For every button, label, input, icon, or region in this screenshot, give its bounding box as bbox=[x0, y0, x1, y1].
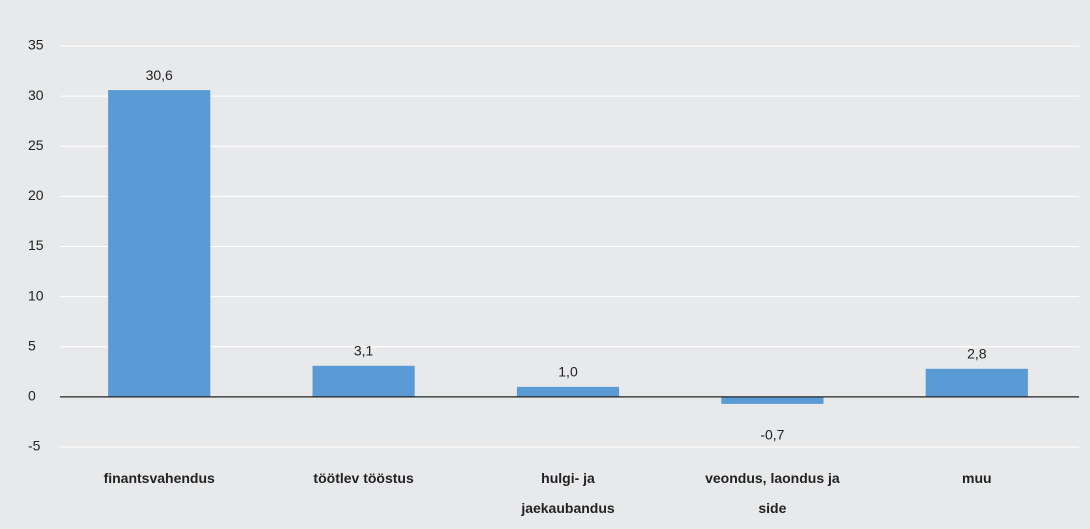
bar bbox=[516, 386, 620, 397]
y-tick-label: -5 bbox=[28, 438, 41, 454]
x-tick-label: finantsvahendus bbox=[103, 470, 215, 486]
data-label: 3,1 bbox=[354, 343, 374, 359]
bar bbox=[312, 365, 415, 397]
y-tick-label: 5 bbox=[28, 337, 36, 353]
x-tick-label: veondus, laondus ja side bbox=[705, 470, 840, 516]
data-label: 1,0 bbox=[558, 364, 578, 380]
x-tick-label: töötlev tööstus bbox=[313, 470, 414, 486]
data-label: -0,7 bbox=[760, 427, 784, 443]
y-tick-label: 35 bbox=[28, 37, 44, 53]
data-label: 2,8 bbox=[967, 346, 987, 362]
data-label: 30,6 bbox=[146, 67, 173, 83]
x-tick-label: hulgi- ja jaekaubandus bbox=[521, 470, 615, 516]
y-tick-label: 25 bbox=[28, 137, 44, 153]
y-tick-label: 10 bbox=[28, 287, 44, 303]
y-tick-label: 30 bbox=[28, 87, 44, 103]
bar bbox=[721, 396, 824, 404]
bar bbox=[925, 368, 1028, 397]
y-tick-label: 20 bbox=[28, 187, 44, 203]
x-tick-label: muu bbox=[962, 470, 992, 486]
y-tick-label: 0 bbox=[28, 388, 36, 404]
y-tick-label: 15 bbox=[28, 237, 44, 253]
bar bbox=[108, 90, 211, 397]
